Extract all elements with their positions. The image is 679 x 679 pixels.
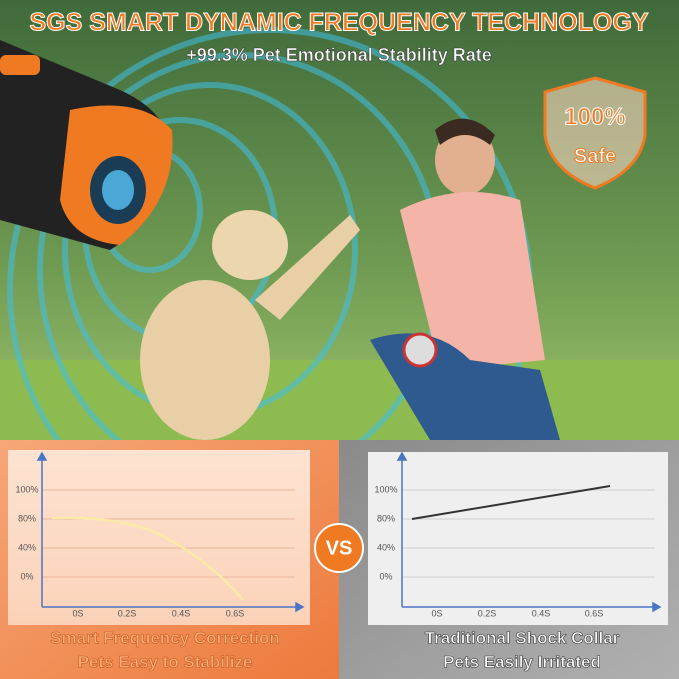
x-tick-label: 0S	[72, 608, 83, 618]
y-tick-label: 80%	[18, 513, 36, 523]
badge-bottom: Safe	[574, 145, 616, 167]
title: SGS SMART DYNAMIC FREQUENCY TECHNOLOGY	[29, 9, 648, 37]
subtitle: +99.3% Pet Emotional Stability Rate	[186, 45, 492, 65]
right-caption: Pets Easily Irritated	[443, 652, 601, 671]
right-chart-box	[368, 452, 668, 625]
badge-top: 100%	[564, 103, 625, 130]
safety-badge: 100% Safe	[543, 76, 647, 190]
x-tick-label: 0.2S	[118, 608, 137, 618]
y-tick-label: 80%	[377, 513, 395, 523]
left-caption: Pets Easy to Stabilize	[78, 652, 253, 671]
vs-circle	[314, 523, 364, 573]
left-chart-box	[8, 450, 310, 625]
y-tick-label: 0%	[20, 571, 33, 581]
x-tick-label: 0.4S	[532, 608, 551, 618]
right-caption: Traditional Shock Collar	[425, 628, 620, 647]
y-tick-label: 0%	[379, 571, 392, 581]
x-tick-label: 0.6S	[226, 608, 245, 618]
left-axes	[36, 451, 305, 613]
y-tick-label: 40%	[18, 542, 36, 552]
device	[0, 40, 173, 250]
right-grid	[402, 489, 655, 578]
y-tick-label: 40%	[377, 542, 395, 552]
y-tick-label: 100%	[15, 484, 38, 494]
x-tick-label: 0.2S	[478, 608, 497, 618]
vs-label: VS	[326, 537, 353, 559]
right-axes	[396, 451, 662, 613]
x-tick-label: 0.4S	[172, 608, 191, 618]
left-curve	[51, 516, 244, 601]
x-tick-label: 0S	[431, 608, 442, 618]
left-caption: Smart Frequency Correction	[50, 628, 280, 647]
person	[370, 118, 560, 440]
right-line	[411, 485, 611, 520]
dog	[140, 210, 360, 440]
y-tick-label: 100%	[374, 484, 397, 494]
x-tick-label: 0.6S	[585, 608, 604, 618]
